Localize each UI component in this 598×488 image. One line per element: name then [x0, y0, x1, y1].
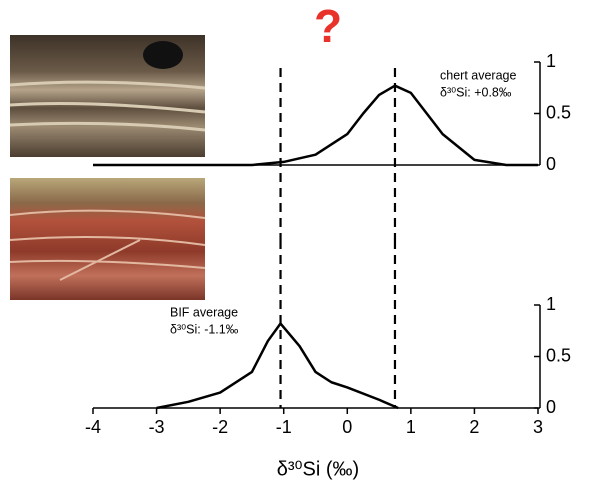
x-tick-label: -4: [85, 417, 101, 437]
x-tick-label: -2: [212, 417, 228, 437]
photo-bif: [10, 178, 205, 300]
y-tick-label: 0.5: [546, 102, 571, 122]
annotation: δ³⁰Si: +0.8‰: [440, 85, 512, 99]
x-tick-label: -1: [276, 417, 292, 437]
x-tick-label: 0: [342, 417, 352, 437]
y-tick-label: 0.5: [546, 345, 571, 365]
annotation: BIF average: [170, 305, 238, 319]
photo-chert: [10, 35, 205, 157]
x-tick-label: 2: [469, 417, 479, 437]
annotation: δ³⁰Si: -1.1‰: [170, 322, 239, 336]
x-tick-label: -3: [149, 417, 165, 437]
x-tick-label: 3: [533, 417, 543, 437]
y-tick-label: 1: [546, 51, 556, 71]
x-tick-label: 1: [406, 417, 416, 437]
y-tick-label: 0: [546, 397, 556, 417]
page: ? 0 0.5 1 chert average δ³⁰Si: +0.8‰ 0 0.5 1 BIF…: [0, 0, 598, 488]
annotation: chert average: [440, 68, 516, 82]
y-tick-label: 0: [546, 154, 556, 174]
figure: ? 0 0.5 1 chert average δ³⁰Si: +0.8‰ 0 0.5 1 BIF…: [0, 0, 598, 488]
y-tick-label: 1: [546, 294, 556, 314]
x-axis-title: δ³⁰Si (‰): [277, 458, 359, 480]
question-mark: ?: [314, 0, 342, 52]
